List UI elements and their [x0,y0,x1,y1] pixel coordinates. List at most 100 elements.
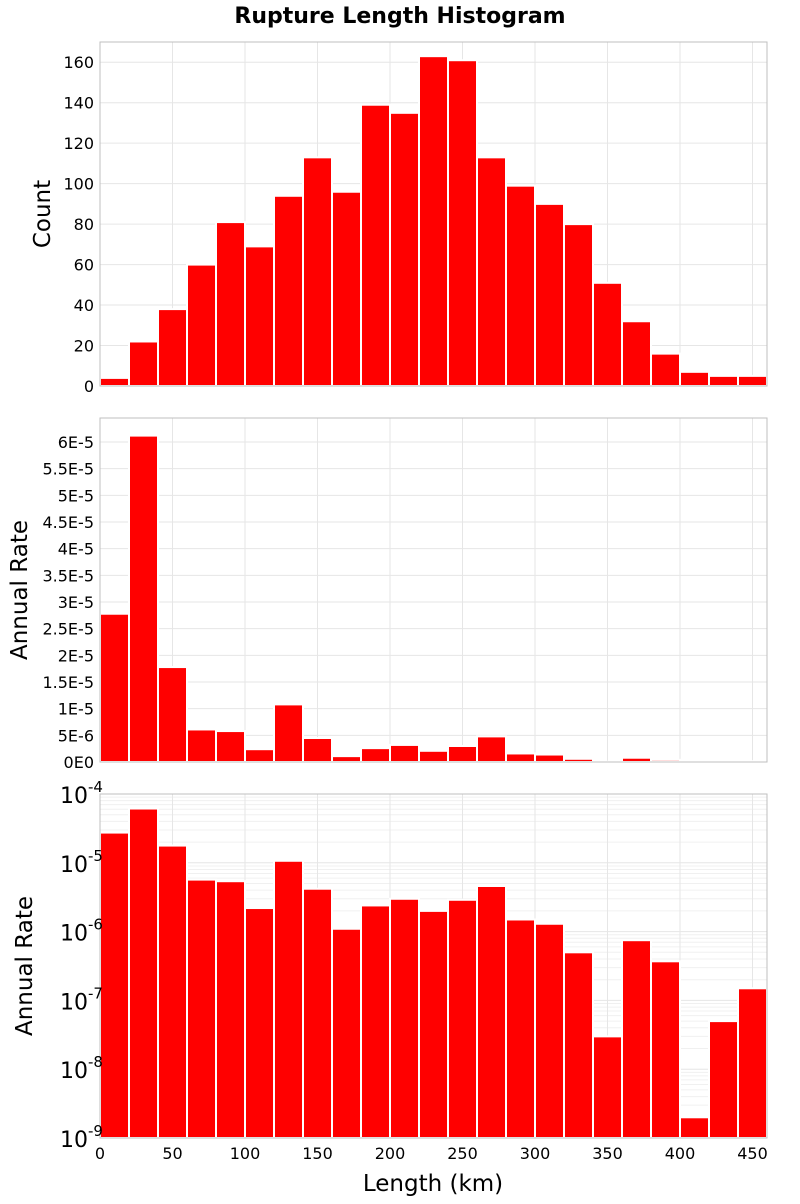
bar-450 [738,376,767,386]
bar-250 [448,900,477,1138]
x-tick-label: 50 [162,1144,182,1163]
bar-270 [477,157,506,386]
bar-70 [187,880,216,1138]
x-tick-label: 0 [95,1144,105,1163]
y-tick-label: 120 [63,134,94,153]
x-tick-label: 300 [520,1144,551,1163]
bar-450 [738,988,767,1138]
x-tick-label: 150 [302,1144,333,1163]
bar-430 [709,1021,738,1138]
bar-110 [245,749,274,762]
panel-2: 0E05E-61E-51.5E-52E-52.5E-53E-53.5E-54E-… [7,418,767,772]
bar-290 [506,753,535,762]
y-tick-label: 0E0 [64,753,94,772]
bar-330 [564,224,593,386]
bar-430 [709,376,738,386]
y-axis-label: Count [30,180,56,248]
bar-50 [158,846,187,1138]
bar-150 [303,738,332,762]
y-tick-label: 6E-5 [58,433,94,452]
bar-210 [390,113,419,386]
bar-130 [274,704,303,762]
bar-170 [332,929,361,1138]
x-tick-label: 250 [447,1144,478,1163]
bar-150 [303,157,332,386]
bar-110 [245,246,274,386]
y-tick-label: 2.5E-5 [42,620,94,639]
y-axis-label: Annual Rate [12,896,38,1036]
x-tick-label: 100 [230,1144,261,1163]
bar-230 [419,751,448,762]
bar-30 [129,436,158,762]
bar-350 [593,283,622,386]
bar-170 [332,192,361,386]
bar-410 [680,372,709,386]
y-tick-label: 1.5E-5 [42,673,94,692]
bar-350 [593,1036,622,1138]
y-tick-label: 60 [74,256,94,275]
bar-230 [419,56,448,386]
bar-250 [448,60,477,386]
bar-90 [216,222,245,386]
y-tick-label: 4E-5 [58,540,94,559]
y-tick-label: 40 [74,296,94,315]
bar-30 [129,809,158,1138]
bar-10 [100,833,129,1138]
y-tick-label: 4.5E-5 [42,513,94,532]
y-tick-label: 3E-5 [58,593,94,612]
bar-10 [100,614,129,762]
bar-310 [535,204,564,386]
y-tick-label: 5E-5 [58,486,94,505]
bar-390 [651,354,680,386]
bar-310 [535,924,564,1138]
y-axis-label: Annual Rate [7,520,33,660]
bar-370 [622,940,651,1138]
bars [100,56,767,386]
bar-390 [651,961,680,1138]
y-tick-label: 1E-5 [58,700,94,719]
bar-370 [622,758,651,762]
bar-110 [245,908,274,1138]
grid-lines [100,418,767,762]
bar-250 [448,746,477,762]
bar-290 [506,186,535,386]
bar-50 [158,309,187,386]
bars [100,809,767,1138]
y-tick-labels: 0E05E-61E-51.5E-52E-52.5E-53E-53.5E-54E-… [42,433,94,772]
bar-310 [535,755,564,762]
y-tick-label: 2E-5 [58,646,94,665]
plot-frame [100,418,767,762]
bar-150 [303,889,332,1138]
bar-290 [506,919,535,1138]
bar-30 [129,341,158,386]
bar-410 [680,1117,709,1138]
y-tick-label: 10-7 [60,984,103,1015]
x-tick-label: 450 [737,1144,768,1163]
bar-50 [158,667,187,762]
y-tick-label: 160 [63,53,94,72]
bar-270 [477,886,506,1138]
bars [100,436,767,762]
y-tick-label: 140 [63,94,94,113]
bar-130 [274,861,303,1138]
bar-370 [622,321,651,386]
y-tick-label: 10-5 [60,847,103,878]
bar-130 [274,196,303,386]
y-tick-label: 80 [74,215,94,234]
bar-190 [361,105,390,386]
bar-70 [187,729,216,762]
bar-210 [390,899,419,1138]
bar-10 [100,378,129,386]
bar-170 [332,756,361,762]
bar-330 [564,952,593,1138]
y-tick-label: 10-4 [60,778,103,809]
y-tick-label: 0 [84,377,94,396]
x-axis-label: Length (km) [363,1171,503,1197]
y-tick-label: 10-6 [60,916,103,947]
x-tick-label: 400 [665,1144,696,1163]
